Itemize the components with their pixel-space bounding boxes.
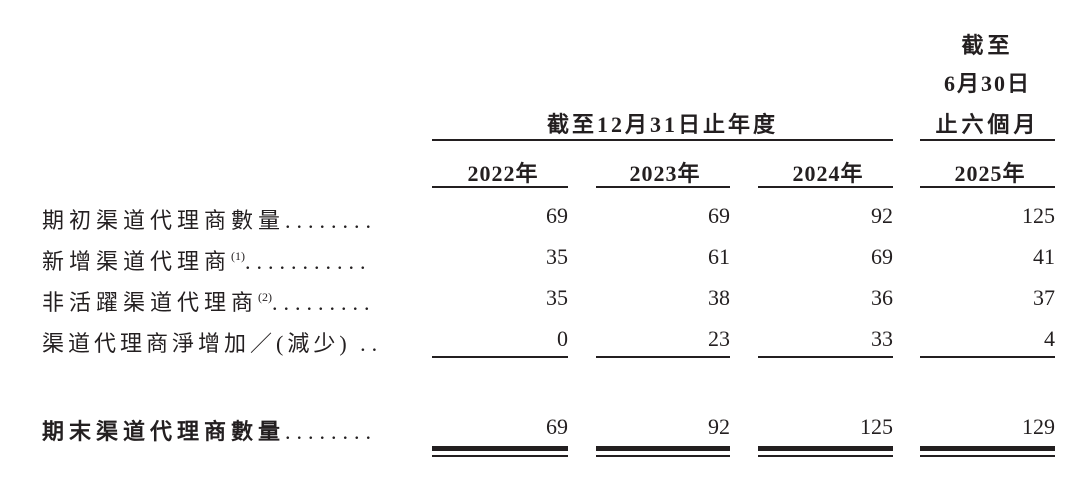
total-cell: 92 [708,414,730,439]
table-cell: 92 [871,203,893,228]
subtotal-rule [920,356,1055,358]
total-double-rule [758,446,893,451]
total-cell: 125 [860,414,893,439]
column-rule [920,186,1055,188]
column-rule [758,186,893,188]
total-double-rule [920,455,1055,457]
total-cell: 129 [1022,414,1055,439]
column-header-2023: 2023年 [629,161,701,186]
total-row-label: 期末渠道代理商數量........ [42,419,378,444]
table-cell: 35 [546,244,568,269]
header-rule [920,139,1055,141]
table-row-label: 期初渠道代理商數量........ [42,208,378,233]
table-cell: 4 [1044,326,1055,351]
column-rule [432,186,568,188]
subtotal-rule [596,356,730,358]
total-double-rule [758,455,893,457]
table-cell: 23 [708,326,730,351]
total-double-rule [432,455,568,457]
subtotal-rule [432,356,568,358]
interim-header-line2: 6月30日 [943,71,1031,96]
year-group-header: 截至12月31日止年度 [546,112,778,137]
interim-header-line3: 止六個月 [935,112,1040,137]
column-header-2024: 2024年 [792,161,864,186]
table-cell: 0 [557,326,568,351]
footnote-ref: (2) [258,290,273,304]
table-cell: 41 [1033,244,1055,269]
table-cell: 38 [708,285,730,310]
table-cell: 36 [871,285,893,310]
table-cell: 61 [708,244,730,269]
table-cell: 35 [546,285,568,310]
subtotal-rule [758,356,893,358]
table-cell: 69 [708,203,730,228]
header-rule [432,139,893,141]
footnote-ref: (1) [231,249,246,263]
table-cell: 69 [546,203,568,228]
table-cell: 37 [1033,285,1055,310]
table-cell: 33 [871,326,893,351]
table-cell: 125 [1022,203,1055,228]
table-row-label: 新增渠道代理商(1)........... [42,249,372,274]
table-cell: 69 [871,244,893,269]
column-header-2022: 2022年 [467,161,539,186]
total-cell: 69 [546,414,568,439]
column-header-2025: 2025年 [954,161,1026,186]
total-double-rule [596,455,730,457]
interim-header-line1: 截至 [961,33,1014,58]
table-row-label: 渠道代理商淨增加／(減少) .. [42,331,384,356]
table-row-label: 非活躍渠道代理商(2)......... [42,290,376,315]
column-rule [596,186,730,188]
total-double-rule [920,446,1055,451]
total-double-rule [432,446,568,451]
total-double-rule [596,446,730,451]
